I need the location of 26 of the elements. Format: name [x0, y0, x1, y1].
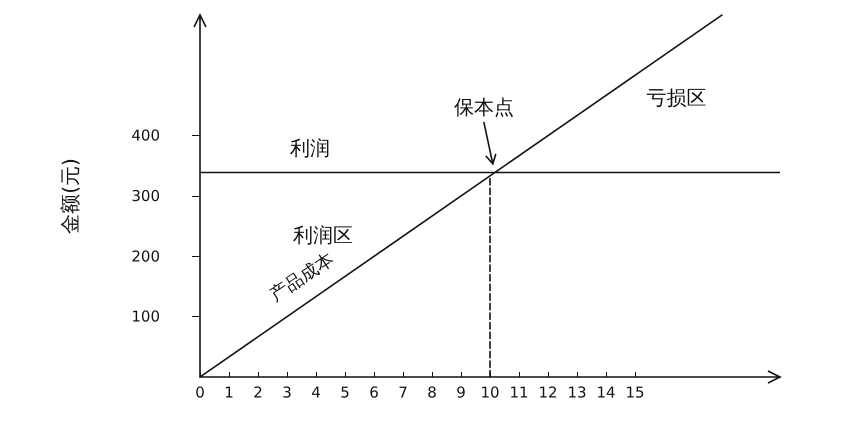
y-axis-title: 金额(元): [58, 158, 82, 234]
x-tick-label: 12: [538, 384, 558, 402]
annotation: 利润区: [292, 222, 353, 247]
x-tick-label: 9: [456, 384, 466, 402]
annotation: 保本点: [454, 94, 514, 119]
x-tick-label: 6: [369, 384, 379, 402]
x-tick-label: 1: [224, 384, 234, 402]
x-tick-label: 4: [311, 384, 321, 402]
x-tick-label: 13: [567, 384, 587, 402]
x-tick-label: 0: [195, 384, 205, 402]
x-tick-label: 8: [427, 384, 437, 402]
y-tick-label: 400: [131, 126, 160, 145]
annotation: 亏损区: [646, 85, 707, 110]
x-tick-label: 14: [596, 384, 616, 402]
x-tick-label: 10: [480, 384, 500, 402]
x-tick-label: 3: [282, 384, 292, 402]
x-tick-label: 5: [340, 384, 350, 402]
x-tick-label: 15: [625, 384, 645, 402]
y-tick-label: 300: [131, 187, 160, 205]
annotation: 产品成本: [266, 248, 338, 306]
x-tick-label: 11: [509, 384, 529, 402]
ref-line-label: 利润: [290, 136, 330, 160]
y-tick-label: 100: [131, 308, 160, 326]
x-tick-label: 2: [253, 384, 263, 402]
x-tick-label: 7: [398, 384, 408, 402]
y-tick-label: 200: [131, 247, 160, 266]
